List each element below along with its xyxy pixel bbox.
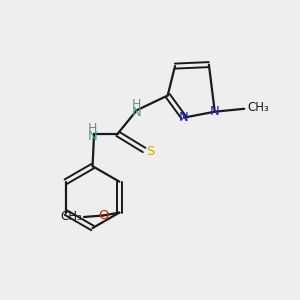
Text: CH₃: CH₃ [61,211,82,224]
Text: N: N [210,105,220,118]
Text: S: S [146,145,155,158]
Text: N: N [179,111,189,124]
Text: H: H [132,98,141,111]
Text: O: O [98,209,108,222]
Text: N: N [88,130,98,143]
Text: H: H [88,122,97,135]
Text: CH₃: CH₃ [247,101,269,114]
Text: N: N [132,106,142,119]
